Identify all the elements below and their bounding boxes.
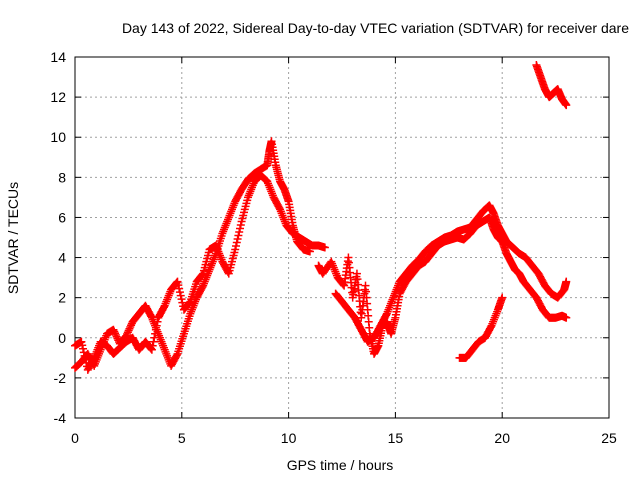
data-point-marker [198, 283, 207, 292]
data-point-marker [77, 337, 86, 346]
x-tick-label: 20 [494, 430, 510, 446]
data-point-marker [235, 227, 244, 236]
data-point-marker [125, 324, 134, 333]
data-point-marker [198, 270, 207, 279]
data-point-marker [80, 351, 89, 360]
data-point-marker [176, 291, 185, 300]
data-point-marker [79, 344, 88, 353]
series-track-f [532, 61, 571, 110]
data-point-marker [147, 312, 156, 321]
data-point-marker [234, 231, 243, 240]
y-tick-label: 8 [58, 169, 66, 185]
data-point-marker [486, 323, 495, 332]
x-tick-label: 15 [388, 430, 404, 446]
y-tick-label: 0 [58, 330, 66, 346]
y-tick-label: -2 [54, 370, 67, 386]
data-point-marker [151, 329, 160, 338]
x-tick-label: 0 [71, 430, 79, 446]
data-point-marker [127, 321, 136, 330]
data-point-marker [562, 101, 571, 110]
data-point-marker [78, 341, 87, 350]
y-tick-label: -4 [54, 410, 67, 426]
data-point-marker [124, 326, 133, 335]
series-track-b [71, 171, 329, 374]
series-track-a [71, 137, 314, 372]
y-axis-title: SDTVAR / TECUs [5, 182, 21, 294]
data-point-marker [111, 331, 120, 340]
y-tick-label: 4 [58, 250, 66, 266]
series-track-d [331, 201, 571, 346]
data-point-marker [178, 298, 187, 307]
data-point-marker [177, 295, 186, 304]
data-point-marker [123, 328, 132, 337]
data-point-marker [109, 325, 118, 334]
data-point-marker [223, 268, 232, 277]
data-point-marker [174, 281, 183, 290]
data-point-marker [159, 303, 168, 312]
data-point-marker [126, 322, 135, 331]
grid [75, 57, 609, 418]
y-tick-label: 10 [50, 129, 66, 145]
data-point-marker [79, 348, 88, 357]
data-point-marker [382, 311, 391, 320]
data-point-marker [233, 235, 242, 244]
data-point-marker [111, 329, 120, 338]
y-tick-label: 2 [58, 290, 66, 306]
data-point-marker [231, 245, 240, 254]
data-point-marker [562, 313, 571, 322]
data-point-marker [153, 317, 162, 326]
series-track-e [455, 293, 507, 362]
chart-title: Day 143 of 2022, Sidereal Day-to-day VTE… [122, 20, 629, 36]
axis-ticks: 0 5 10 15 20 25 -4 -2 0 2 4 6 8 10 12 14 [50, 49, 617, 446]
x-tick-label: 5 [178, 430, 186, 446]
plot-frame [74, 56, 610, 419]
data-point-marker [110, 327, 119, 336]
data-point-marker [175, 284, 184, 293]
data-point-marker [172, 351, 181, 360]
data-point-marker [150, 333, 159, 342]
y-tick-label: 14 [50, 49, 66, 65]
data-point-marker [147, 345, 156, 354]
data-point-marker [151, 325, 160, 334]
data-points [71, 61, 571, 374]
data-point-marker [236, 224, 245, 233]
data-point-marker [175, 288, 184, 297]
data-point-marker [232, 242, 241, 251]
data-point-marker [112, 332, 121, 341]
data-point-marker [305, 247, 314, 256]
data-point-marker [185, 298, 194, 307]
data-point-marker [236, 220, 245, 229]
data-point-marker [275, 203, 284, 212]
y-tick-label: 6 [58, 209, 66, 225]
data-point-marker [232, 238, 241, 247]
data-point-marker [173, 277, 182, 286]
data-point-marker [81, 355, 90, 364]
x-tick-label: 25 [601, 430, 617, 446]
data-point-marker [148, 341, 157, 350]
x-axis-title: GPS time / hours [287, 457, 394, 473]
x-tick-label: 10 [281, 430, 297, 446]
data-point-marker [152, 321, 161, 330]
data-point-marker [498, 293, 507, 302]
data-point-marker [149, 337, 158, 346]
data-point-marker [562, 277, 571, 286]
data-point-marker [89, 355, 98, 364]
data-point-marker [320, 243, 329, 252]
data-point-marker [123, 330, 132, 339]
y-tick-label: 12 [50, 89, 66, 105]
